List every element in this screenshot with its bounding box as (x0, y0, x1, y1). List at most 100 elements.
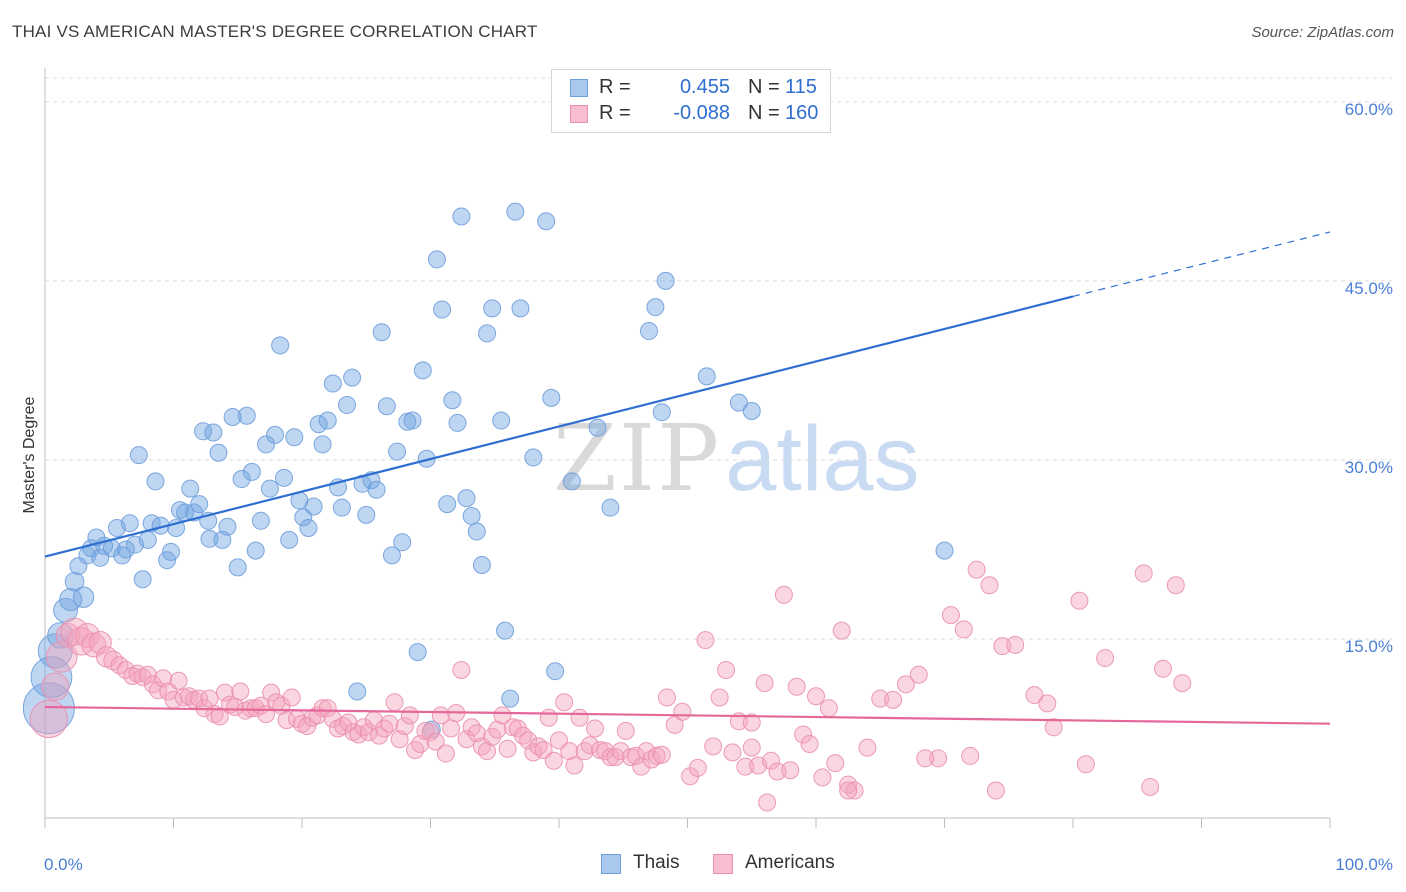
americans-point (758, 793, 777, 812)
americans-point (941, 606, 960, 625)
thais-point (443, 391, 462, 410)
legend-swatch-americans (570, 105, 588, 123)
thais-point (271, 336, 290, 355)
americans-point (710, 688, 729, 707)
americans-point (742, 713, 761, 732)
americans-point (736, 757, 755, 776)
legend-n-label: N = (748, 102, 780, 124)
americans-point (601, 748, 620, 767)
americans-point (1076, 755, 1095, 774)
watermark-zip: ZIP (553, 405, 722, 512)
thais-point (377, 397, 396, 416)
americans-point (514, 726, 533, 745)
thais-point (138, 530, 157, 549)
americans-point (954, 620, 973, 639)
thais-point (697, 367, 716, 386)
thais-point (146, 472, 165, 491)
thais-point (742, 402, 761, 420)
source-credit: Source: ZipAtlas.com (1251, 24, 1394, 41)
americans-point (354, 718, 373, 737)
thais-point (433, 300, 452, 319)
americans-point (1025, 686, 1044, 705)
americans-point (986, 781, 1005, 800)
americans-point (493, 706, 512, 725)
thais-point (275, 468, 294, 487)
americans-point (246, 699, 265, 718)
americans-point (787, 677, 806, 696)
thais-point (478, 324, 497, 343)
americans-point (1006, 635, 1025, 654)
americans-point (762, 751, 781, 770)
thais-point (161, 542, 180, 561)
americans-point (328, 719, 347, 738)
americans-point (929, 749, 948, 768)
thais-point (452, 207, 471, 226)
legend-n-label: N = (748, 76, 780, 98)
legend-r-value: 0.455 (679, 76, 730, 98)
americans-point (539, 708, 558, 727)
americans-point (478, 742, 497, 761)
thais-point (116, 540, 135, 559)
thais-point (190, 495, 209, 514)
americans-point (637, 742, 656, 761)
tick-labels: 15.0% 30.0% 45.0% 60.0% 0.0% 100.0% (44, 100, 1393, 874)
americans-point (436, 744, 455, 763)
americans-point (452, 661, 471, 679)
thais-point (448, 413, 467, 432)
americans-point (395, 717, 414, 736)
series-label-americans: Americans (745, 852, 835, 873)
americans-point (813, 768, 832, 787)
americans-point (210, 707, 229, 726)
thais-point (133, 570, 152, 589)
series-legend: Thais Americans (0, 852, 1406, 878)
americans-point (169, 671, 188, 690)
americans-point (442, 719, 461, 738)
series-swatch-americans (713, 854, 733, 874)
trend-lines (44, 231, 1331, 725)
americans-point (871, 689, 890, 708)
thais-point (280, 530, 299, 549)
americans-point (1141, 777, 1160, 796)
thais-point (332, 498, 351, 517)
americans-point (858, 738, 877, 757)
thais-point (367, 480, 386, 499)
americans-point (1166, 576, 1185, 595)
thais-point (91, 548, 110, 567)
thais-point (129, 446, 148, 465)
thais-point (47, 622, 74, 649)
americans-point (318, 699, 337, 718)
thais-point (562, 472, 581, 491)
americans-point (704, 737, 723, 756)
thais-point (457, 489, 476, 508)
americans-point (565, 756, 584, 775)
thais-point (266, 425, 285, 444)
grid-lines (45, 77, 1392, 640)
thais-point (357, 505, 376, 524)
thais-point (337, 396, 356, 415)
thais-point (492, 411, 511, 430)
thais-point (237, 406, 256, 425)
americans-point (133, 668, 152, 687)
americans-point (1070, 591, 1089, 610)
americans-point (575, 742, 594, 761)
americans-point (916, 749, 935, 768)
legend-r-label: R = (599, 102, 631, 124)
thais-point (511, 299, 530, 318)
americans-point (143, 675, 162, 694)
americans-point (110, 656, 129, 675)
thais-point (601, 498, 620, 517)
americans-point (580, 736, 599, 755)
legend-n-value: 115 (785, 76, 817, 98)
americans-point (498, 739, 517, 758)
thais-point (639, 322, 658, 341)
americans-point (406, 740, 425, 759)
thais-point (542, 388, 561, 407)
thais-point (158, 551, 177, 570)
americans-point (884, 690, 903, 709)
americans-point (717, 661, 736, 679)
americans-point (980, 576, 999, 595)
americans-point (993, 637, 1012, 656)
thais-point (181, 479, 200, 498)
americans-point (596, 742, 615, 761)
